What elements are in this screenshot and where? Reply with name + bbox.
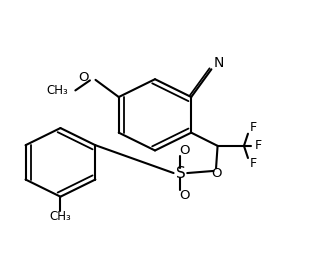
Text: F: F [254,139,261,152]
Text: O: O [179,144,189,157]
Text: CH₃: CH₃ [47,84,69,97]
Text: O: O [179,189,189,202]
Text: CH₃: CH₃ [50,210,71,223]
Text: F: F [250,157,257,170]
Text: S: S [175,166,185,181]
Text: F: F [250,121,257,134]
Text: N: N [213,56,224,70]
Text: O: O [78,71,89,84]
Text: O: O [211,167,221,180]
